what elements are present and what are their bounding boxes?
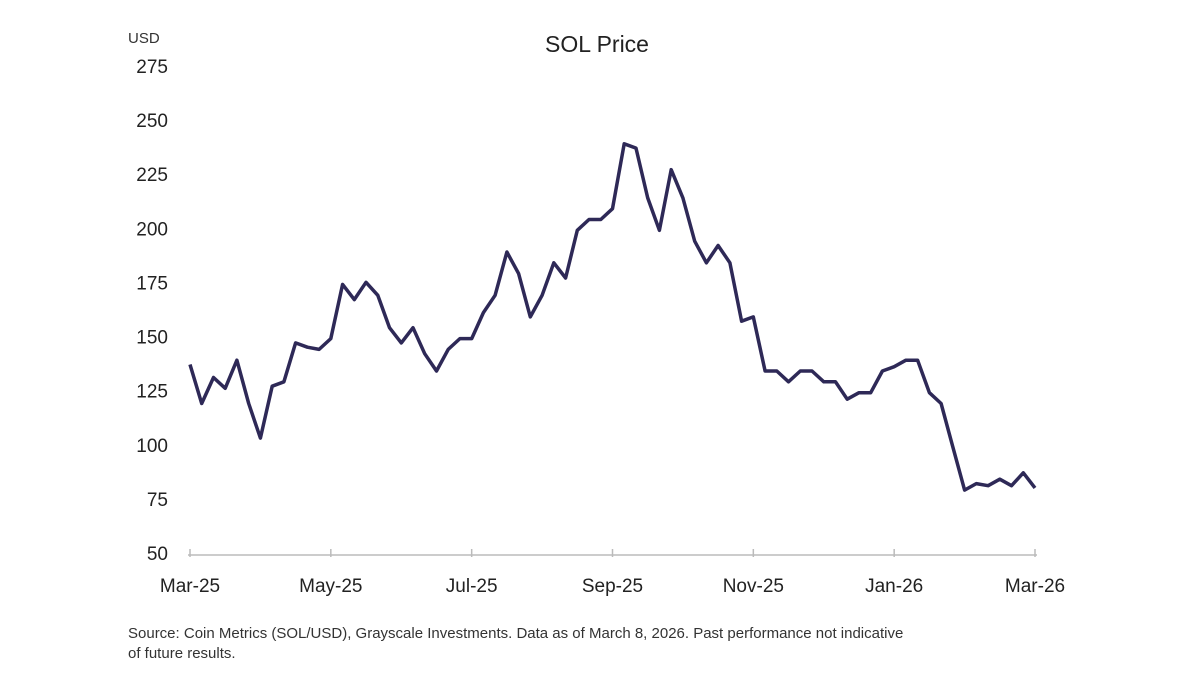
- x-tick-label: Mar-25: [160, 576, 220, 597]
- y-tick-label: 50: [147, 544, 168, 565]
- x-tick-label: Jul-25: [446, 576, 498, 597]
- y-tick-label: 125: [136, 382, 168, 403]
- note: Source: Coin Metrics (SOL/USD), Grayscal…: [128, 625, 903, 662]
- x-tick-label: Jan-26: [865, 576, 923, 597]
- x-tick-label: Sep-25: [582, 576, 643, 597]
- y-tick-label: 200: [136, 219, 168, 240]
- price-line: [188, 142, 1037, 492]
- y-tick-label: 250: [136, 111, 168, 132]
- x-tick-label: Mar-26: [1005, 576, 1065, 597]
- x-tick-label: Nov-25: [723, 576, 784, 597]
- y-tick-label: 225: [136, 165, 168, 186]
- chart-title: SOL Price: [545, 31, 649, 57]
- y-tick-label: 100: [136, 436, 168, 457]
- y-tick-label: 75: [147, 490, 168, 511]
- y-axis-label: USD: [128, 30, 160, 47]
- y-tick-label: 275: [136, 57, 168, 78]
- y-tick-label: 150: [136, 328, 168, 349]
- x-tick-label: May-25: [299, 576, 362, 597]
- y-tick-label: 175: [136, 273, 168, 294]
